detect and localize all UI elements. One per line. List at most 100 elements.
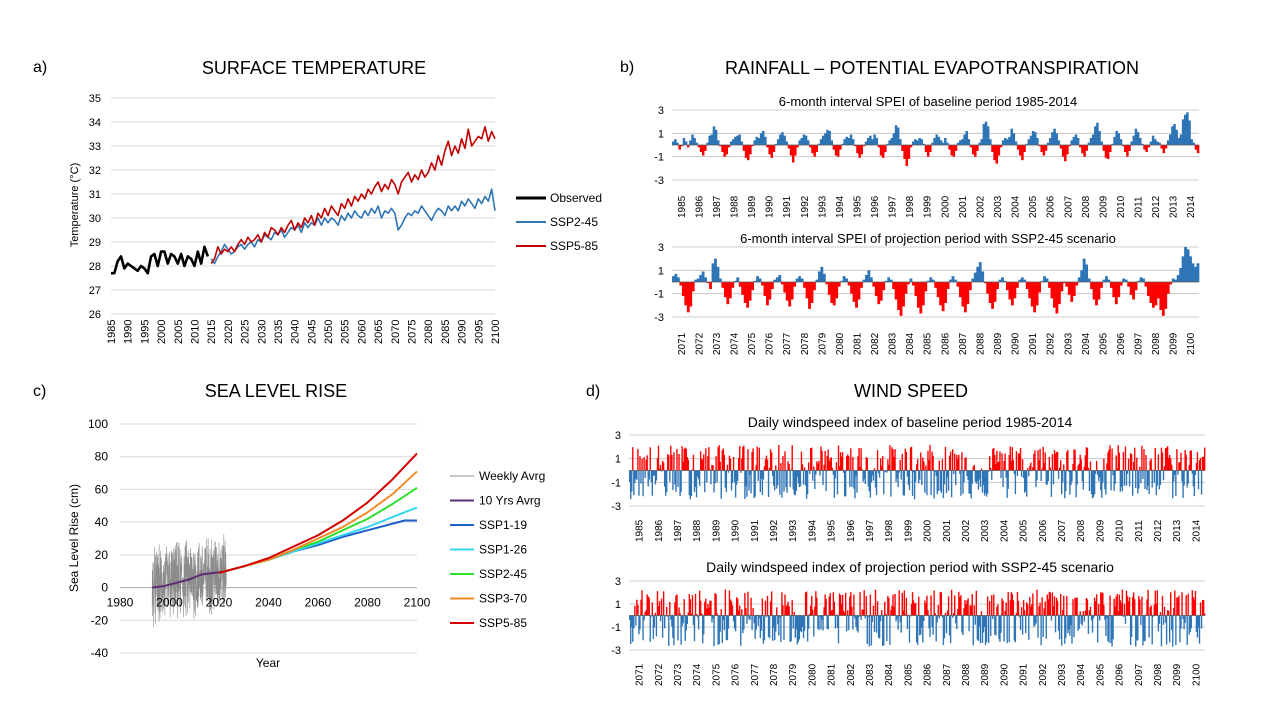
bar	[750, 470, 752, 494]
bar	[672, 276, 675, 282]
bar	[988, 282, 992, 303]
x-tick-label: 1993	[817, 195, 828, 218]
bar	[1106, 145, 1110, 159]
bar	[980, 139, 983, 145]
y-tick-label: -3	[611, 501, 621, 513]
x-tick-label: 2093	[1057, 663, 1068, 686]
bar	[911, 141, 915, 145]
bar	[1150, 458, 1152, 471]
bar	[1139, 138, 1142, 145]
bar	[1201, 599, 1204, 616]
bar	[1174, 590, 1176, 616]
bar	[1055, 597, 1058, 616]
bar	[1001, 140, 1005, 145]
x-tick-label: 2094	[1076, 663, 1087, 686]
bar	[820, 446, 822, 471]
bar	[940, 592, 943, 616]
legend-label-ssp2-45: SSP2-45	[550, 215, 598, 229]
bar	[1163, 606, 1166, 616]
bar	[718, 615, 720, 645]
x-tick-label: 2080	[354, 596, 381, 610]
bar	[762, 615, 765, 644]
bar	[1125, 590, 1128, 616]
bar	[1166, 140, 1170, 145]
bar	[1027, 468, 1029, 471]
bar	[1026, 602, 1028, 616]
bar	[874, 589, 877, 616]
y-tick-label: 3	[615, 430, 621, 442]
bar	[719, 615, 721, 632]
y-tick-label: -40	[91, 646, 109, 660]
bar	[830, 610, 832, 616]
x-tick-label: 1994	[835, 195, 846, 218]
x-tick-label: 2098	[1151, 332, 1162, 355]
bar	[1139, 466, 1141, 471]
x-tick-label: 1988	[692, 519, 703, 542]
bar	[1152, 615, 1154, 617]
x-tick-label: 1999	[903, 519, 914, 542]
bar	[1011, 594, 1014, 616]
bar	[1141, 445, 1143, 471]
bar	[1019, 615, 1022, 631]
bar	[721, 282, 725, 288]
bar	[951, 615, 954, 618]
bar	[726, 464, 729, 471]
bar	[792, 615, 794, 629]
series-line-ssp1-26	[218, 506, 418, 574]
bar	[632, 615, 634, 642]
bar	[827, 449, 829, 471]
bar	[1173, 124, 1176, 145]
bar	[839, 145, 842, 150]
bar	[800, 451, 803, 471]
bar	[665, 615, 667, 617]
bar	[982, 470, 985, 485]
bar	[1090, 282, 1093, 289]
bar	[1198, 615, 1201, 644]
bar	[968, 282, 972, 291]
bar	[1074, 597, 1076, 616]
bar	[1183, 615, 1185, 630]
bar	[1164, 282, 1168, 309]
bar	[1123, 470, 1126, 486]
bar	[1082, 258, 1086, 282]
bar	[1085, 597, 1088, 616]
bar	[1144, 615, 1146, 642]
bar	[905, 451, 908, 471]
bar	[759, 615, 762, 639]
bar	[999, 451, 1001, 471]
bar	[984, 615, 987, 646]
bar	[1067, 615, 1069, 634]
bar	[1050, 615, 1053, 621]
bar	[1132, 282, 1136, 300]
bar	[907, 282, 910, 285]
bar	[932, 455, 934, 471]
bar	[1076, 138, 1080, 145]
bar	[894, 449, 896, 471]
bar	[821, 450, 823, 471]
bar	[1126, 470, 1129, 474]
bar	[983, 470, 986, 496]
bar	[1083, 145, 1086, 157]
bar	[673, 615, 675, 646]
bar	[1189, 450, 1191, 471]
series-line-10-yrs-avrg	[152, 570, 227, 589]
bar	[933, 138, 936, 145]
bar	[1023, 470, 1026, 493]
bar	[819, 139, 823, 145]
bar	[731, 282, 735, 288]
bar	[859, 592, 861, 616]
bar	[1080, 615, 1082, 624]
bar	[1149, 460, 1151, 471]
bar	[1127, 601, 1130, 616]
bar	[702, 459, 704, 471]
bar	[948, 145, 951, 150]
y-tick-label: 3	[658, 242, 664, 254]
bar	[882, 615, 884, 646]
bar	[681, 282, 685, 296]
bar	[693, 470, 696, 492]
bar	[998, 279, 1002, 282]
bar	[793, 611, 795, 616]
bar	[713, 470, 715, 493]
bar	[955, 470, 957, 486]
bar	[743, 445, 745, 471]
